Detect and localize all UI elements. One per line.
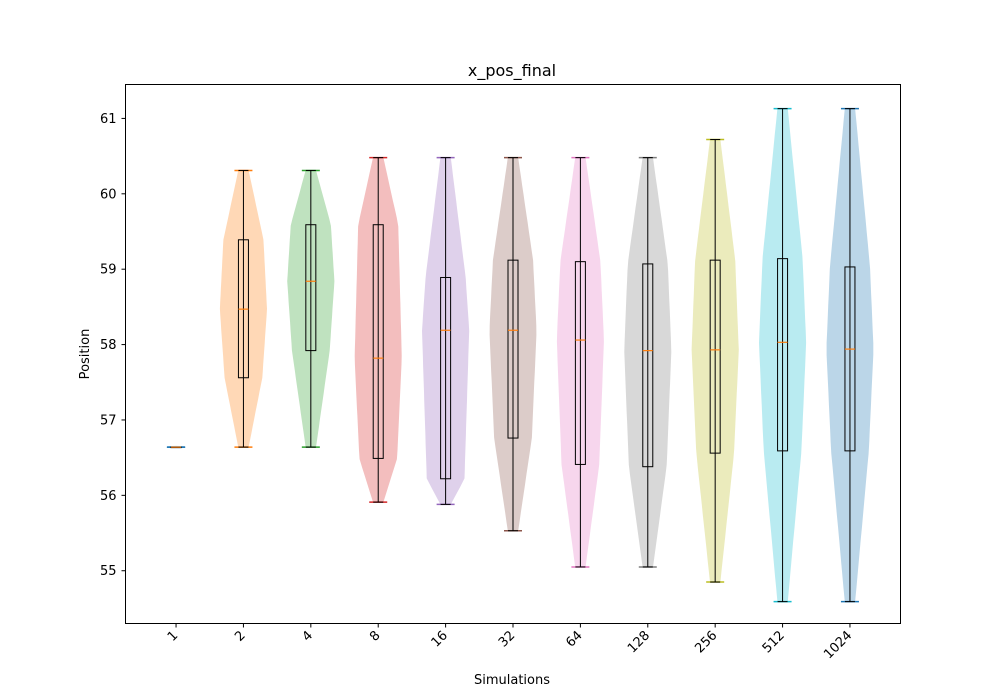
chart-title: x_pos_final <box>468 61 556 81</box>
iqr-box <box>642 263 654 468</box>
violin-8 <box>354 156 402 503</box>
iqr-box <box>574 261 586 465</box>
x-tick-label: 2 <box>232 628 248 644</box>
y-tick-label: 56 <box>100 489 117 504</box>
violin-1024 <box>826 107 874 603</box>
violin-256 <box>691 138 739 583</box>
x-axis-label: Simulations <box>474 673 550 688</box>
violin-1 <box>166 445 187 449</box>
x-tick-label: 8 <box>367 628 383 644</box>
y-tick-label: 59 <box>100 263 117 278</box>
violin-64 <box>556 156 604 568</box>
violin-2 <box>219 169 267 448</box>
x-tick-label: 256 <box>692 628 720 656</box>
violin-32 <box>489 156 537 532</box>
y-axis-label: Position <box>78 329 93 380</box>
iqr-box <box>709 259 721 454</box>
x-tick-label: 4 <box>300 628 316 644</box>
iqr-box <box>777 258 789 452</box>
y-tick-label: 61 <box>100 112 117 127</box>
x-tick-label: 1024 <box>821 628 855 662</box>
iqr-box <box>844 266 856 452</box>
iqr-box <box>440 276 452 480</box>
x-tick-label: 32 <box>496 628 518 650</box>
x-tick-label: 128 <box>625 628 653 656</box>
iqr-box <box>305 224 317 352</box>
y-tick-label: 58 <box>100 338 117 353</box>
y-tick-label: 57 <box>100 413 117 428</box>
violin-4 <box>287 169 335 448</box>
x-axis: 1 2 4 8 16 32 64 128 256 512 1024 <box>165 623 855 662</box>
y-tick-label: 60 <box>100 187 117 202</box>
violin-16 <box>422 156 470 506</box>
y-tick-label: 55 <box>100 564 117 579</box>
iqr-box <box>507 259 519 439</box>
x-tick-label: 64 <box>563 628 585 650</box>
x-tick-label: 512 <box>760 628 788 656</box>
x-tick-label: 16 <box>429 628 451 650</box>
violin-512 <box>759 107 807 603</box>
iqr-box <box>372 224 384 459</box>
x-tick-label: 1 <box>165 628 181 644</box>
y-axis: 55 56 57 58 59 60 61 <box>100 112 126 579</box>
plot-area <box>166 107 874 603</box>
violin-128 <box>624 156 672 568</box>
